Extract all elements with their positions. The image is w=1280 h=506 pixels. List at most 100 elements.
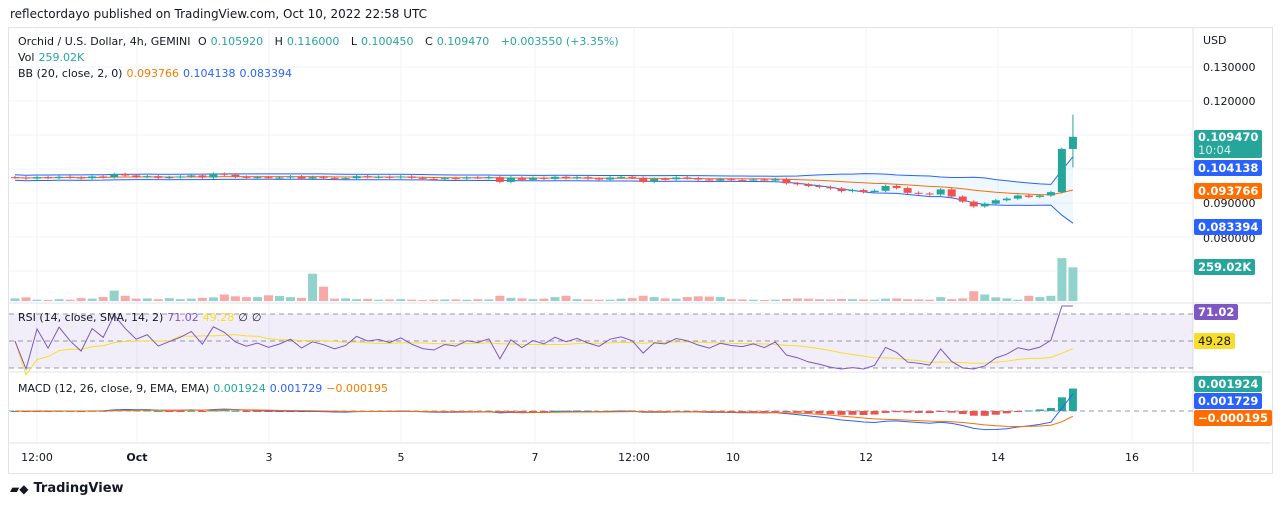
macd-hist-bar (991, 411, 1000, 415)
macd-hist-bar (220, 410, 229, 412)
macd-hist-bar (771, 411, 780, 412)
macd-hist-bar (495, 411, 504, 412)
macd-hist-bar (980, 411, 989, 416)
macd-hist-bar (837, 411, 846, 415)
macd-signal-line (14, 409, 1074, 428)
candle-body (628, 176, 637, 178)
candle-body (440, 178, 449, 180)
rsi-label: RSI (14, close, SMA, 14, 2) (18, 311, 164, 324)
candle-body (958, 196, 967, 202)
high-label: H (274, 35, 283, 48)
macd-hist-bar (539, 411, 548, 412)
volume-bar (76, 298, 86, 301)
candle-body (517, 177, 526, 180)
candle-body (1024, 195, 1033, 197)
volume-bar (572, 299, 582, 301)
volume-tag: 259.02K (1194, 259, 1256, 275)
volume-bar (241, 297, 251, 301)
countdown: 10:04 (1198, 143, 1232, 157)
logo-text: TradingView (33, 481, 124, 496)
macd-hist-bar (573, 410, 582, 412)
volume-bar (605, 299, 615, 301)
candle-body (650, 178, 659, 182)
volume-bar (781, 298, 791, 301)
candle-body (595, 178, 604, 180)
candle-body (231, 174, 240, 177)
macd-hist-bar (1046, 407, 1055, 411)
macd-hist-bar (187, 410, 196, 412)
price-tick: 0.090000 (1203, 197, 1256, 210)
candle-body (683, 177, 692, 179)
volume-bar (164, 298, 174, 301)
symbol-legend: Orchid / U.S. Dollar, 4h, GEMINI O 0.1059… (18, 35, 623, 48)
volume-bar (881, 298, 891, 301)
tradingview-logo[interactable]: ▰◆ TradingView (10, 481, 124, 496)
close-label: C (425, 35, 433, 48)
volume-bar (748, 299, 758, 301)
candle-body (815, 186, 824, 188)
volume-bar (363, 298, 373, 301)
volume-bar (319, 286, 329, 301)
candle-body (77, 177, 86, 179)
rsi-sma-line (14, 334, 1074, 376)
volume-bar (120, 295, 130, 301)
volume-bar (715, 297, 725, 301)
volume-bar (484, 299, 494, 301)
macd-hist-bar (1002, 411, 1011, 414)
open-label: O (197, 35, 207, 48)
candle-body (44, 177, 53, 179)
chart-frame[interactable] (8, 27, 1273, 474)
candle-body (881, 186, 890, 191)
candle-body (462, 177, 471, 179)
price-tick: 0.080000 (1203, 232, 1256, 245)
macd-tag: 0.001924 (1194, 376, 1263, 392)
macd-hist-bar (1024, 410, 1033, 412)
macd-hist-bar (749, 411, 758, 412)
time-tick: 14 (991, 451, 1005, 464)
volume-bar (539, 298, 549, 301)
candle-body (363, 176, 372, 178)
volume-bar (385, 299, 395, 301)
candle-body (429, 178, 438, 180)
candle-body (396, 176, 405, 178)
macd-hist-bar (804, 411, 813, 414)
volume-bar (341, 298, 351, 301)
volume-bar (54, 299, 64, 301)
price-tick: 0.130000 (1203, 61, 1256, 74)
bb-fill (15, 156, 1073, 224)
candle-body (661, 178, 670, 180)
volume-bar (10, 298, 20, 301)
volume-bar (109, 290, 119, 301)
macd-hist-bar (760, 411, 769, 412)
volume-bar (759, 299, 769, 301)
macd-hist-bar (154, 410, 163, 412)
volume-bar (969, 291, 979, 301)
candle-body (672, 177, 681, 180)
volume-bar (252, 297, 262, 301)
volume-bar (1024, 295, 1034, 301)
volume-bar (671, 298, 681, 301)
macd-hist-bar (286, 411, 295, 412)
candle-body (33, 177, 42, 179)
bb-lower-line (14, 178, 1074, 224)
volume-bar (1057, 258, 1067, 301)
macd-label: MACD (12, 26, close, 9, EMA, EMA) (18, 382, 210, 395)
macd-signal-value: 0.001729 (269, 382, 323, 395)
candle-body (705, 179, 714, 181)
publisher-line: reflectordayo published on TradingView.c… (10, 7, 428, 21)
candle-body (738, 179, 747, 181)
candle-body (639, 177, 648, 182)
volume-bar (462, 299, 472, 301)
candle-body (914, 192, 923, 194)
rsi-line (14, 305, 1073, 371)
macd-hist-bar (264, 411, 273, 412)
macd-hist-bar (209, 410, 218, 412)
macd-hist-bar (253, 411, 262, 412)
volume-bar (208, 297, 218, 301)
candle-body (154, 176, 163, 178)
macd-hist-bar (231, 410, 240, 412)
last-price: 0.109470 (1198, 130, 1259, 144)
candle-body (617, 176, 626, 178)
macd-hist-bar (1035, 409, 1044, 411)
